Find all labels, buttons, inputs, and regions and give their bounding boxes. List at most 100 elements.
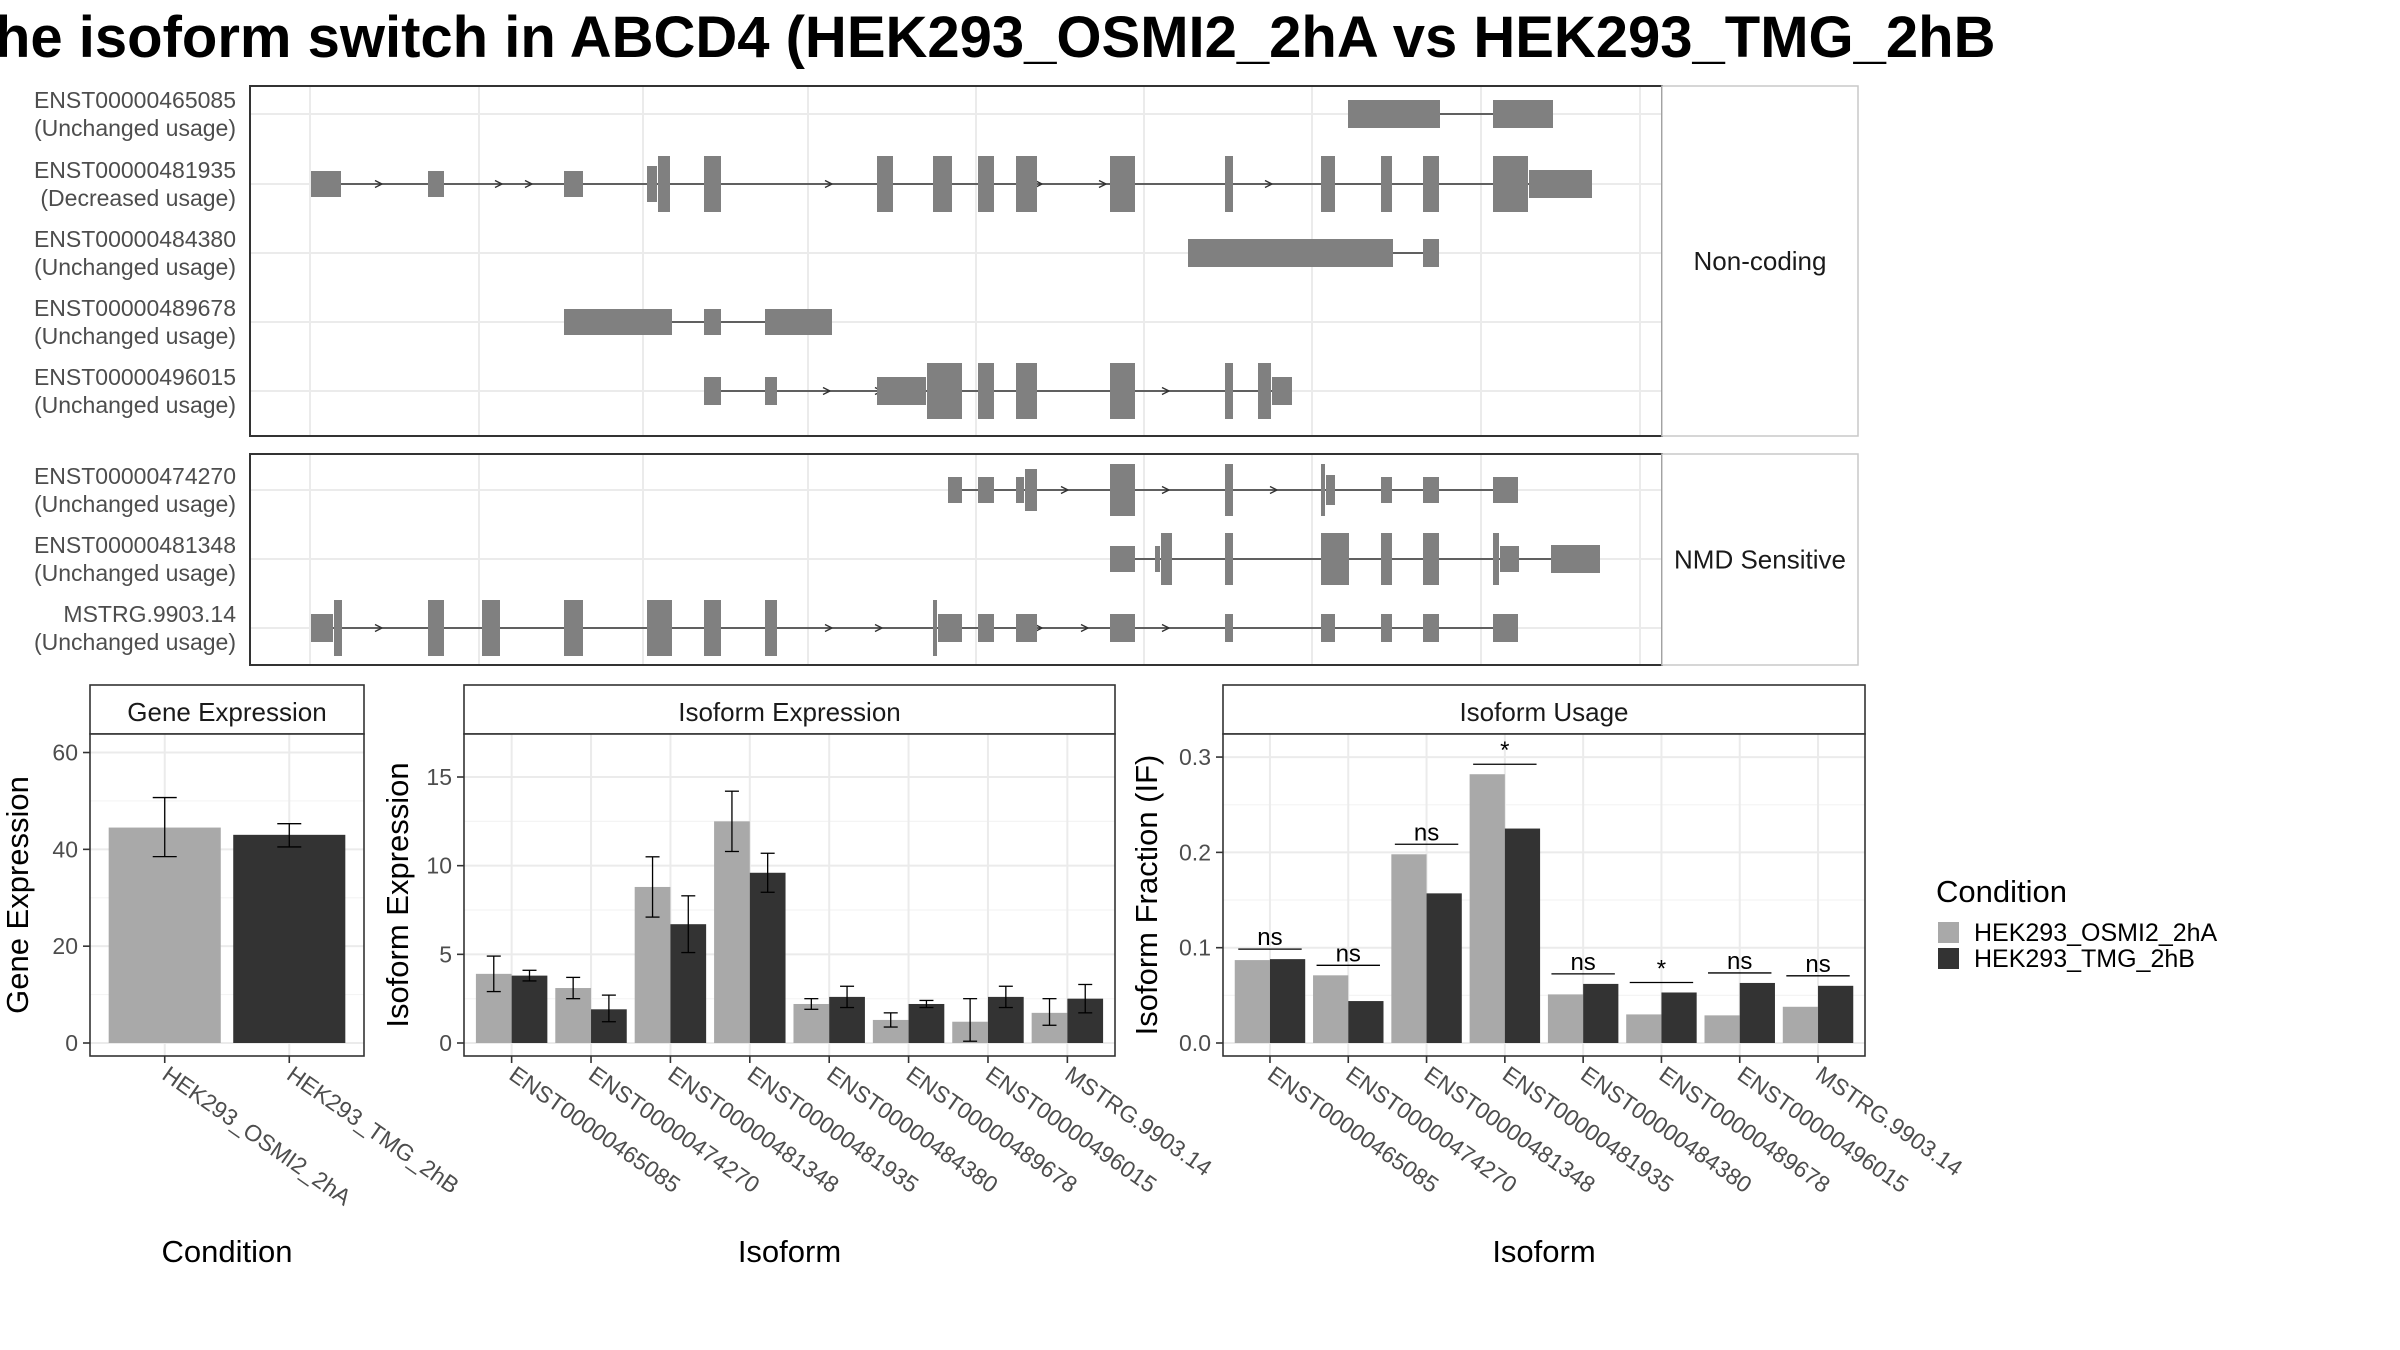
exon-block bbox=[978, 477, 994, 503]
bar bbox=[108, 827, 221, 1043]
exon-block bbox=[704, 600, 721, 656]
chart-panel: Isoform Expression051015ENST00000465085E… bbox=[380, 684, 1217, 1269]
exon-block bbox=[1529, 170, 1592, 198]
x-axis-title: Condition bbox=[162, 1234, 293, 1269]
transcript-status-label: (Unchanged usage) bbox=[34, 560, 236, 586]
transcript-id-label: ENST00000489678 bbox=[34, 295, 236, 321]
bar bbox=[1348, 1001, 1384, 1043]
error-bar bbox=[804, 998, 819, 1010]
exon-block bbox=[877, 156, 893, 212]
strand-arrow bbox=[374, 623, 384, 633]
exon-block bbox=[877, 377, 926, 405]
facet-strip-label: Non-coding bbox=[1694, 246, 1827, 276]
significance-label: ns bbox=[1805, 951, 1830, 978]
error-bar bbox=[601, 994, 616, 1023]
exon-block bbox=[927, 363, 962, 419]
exon-block bbox=[948, 477, 962, 503]
panel-strip-title: Isoform Expression bbox=[678, 697, 901, 727]
strand-arrow bbox=[874, 623, 884, 633]
exon-block bbox=[1258, 363, 1271, 419]
panel-strip bbox=[1222, 684, 1866, 735]
error-bar bbox=[522, 969, 537, 982]
transcript-id-label: ENST00000474270 bbox=[34, 463, 236, 489]
error-bar bbox=[883, 1012, 898, 1028]
legend-swatch bbox=[1938, 922, 1959, 943]
y-tick-label: 60 bbox=[52, 740, 78, 766]
exon-block bbox=[1381, 533, 1392, 585]
exon-block bbox=[482, 600, 500, 656]
exon-block bbox=[1321, 464, 1325, 516]
transcript-model: ENST00000481348(Unchanged usage) bbox=[34, 532, 1600, 586]
panel-strip-title: Isoform Usage bbox=[1459, 697, 1628, 727]
transcript-status-label: (Unchanged usage) bbox=[34, 115, 236, 141]
transcript-model: ENST00000496015(Unchanged usage) bbox=[34, 363, 1292, 419]
exon-block bbox=[1110, 156, 1135, 212]
exon-block bbox=[1423, 614, 1439, 642]
exon-block bbox=[1493, 614, 1518, 642]
exon-block bbox=[1025, 469, 1037, 511]
strand-arrow bbox=[1161, 386, 1171, 396]
panel-strip-title: Gene Expression bbox=[127, 697, 326, 727]
exon-block bbox=[1016, 477, 1024, 503]
y-tick-label: 0.2 bbox=[1179, 839, 1211, 865]
transcript-id-label: ENST00000481348 bbox=[34, 532, 236, 558]
exon-block bbox=[564, 600, 583, 656]
bar bbox=[1269, 959, 1306, 1043]
exon-block bbox=[1016, 363, 1037, 419]
y-tick-label: 0 bbox=[65, 1030, 78, 1056]
y-axis-title: Gene Expression bbox=[0, 776, 35, 1014]
exon-block bbox=[1110, 464, 1135, 516]
bar bbox=[908, 1003, 945, 1043]
strand-arrow bbox=[524, 179, 534, 189]
transcript-id-label: ENST00000481935 bbox=[34, 157, 236, 183]
facet-strip bbox=[1661, 85, 1859, 437]
panel-strip bbox=[89, 684, 365, 735]
significance-label: * bbox=[1500, 737, 1509, 764]
error-bar bbox=[963, 998, 978, 1042]
y-tick-label: 0.1 bbox=[1179, 935, 1211, 961]
bar bbox=[1626, 1014, 1662, 1043]
exon-block bbox=[933, 156, 952, 212]
bar bbox=[1818, 985, 1854, 1043]
exon-block bbox=[1110, 614, 1135, 642]
exon-block bbox=[1493, 533, 1499, 585]
y-tick-label: 15 bbox=[426, 764, 452, 790]
exon-block bbox=[334, 600, 342, 656]
exon-block bbox=[1161, 533, 1172, 585]
significance-label: ns bbox=[1336, 940, 1361, 967]
exon-block bbox=[933, 600, 937, 656]
facet-strip bbox=[1661, 453, 1859, 666]
bar bbox=[1313, 975, 1349, 1043]
transcript-id-label: ENST00000484380 bbox=[34, 226, 236, 252]
transcript-status-label: (Unchanged usage) bbox=[34, 392, 236, 418]
bar bbox=[1391, 854, 1427, 1043]
y-tick-label: 20 bbox=[52, 933, 78, 959]
exon-block bbox=[1381, 614, 1392, 642]
error-bar bbox=[645, 856, 660, 918]
error-bar bbox=[840, 985, 855, 1009]
exon-block bbox=[428, 600, 444, 656]
bar bbox=[1234, 960, 1270, 1043]
transcript-model: ENST00000489678(Unchanged usage) bbox=[34, 295, 832, 349]
exon-block bbox=[1423, 533, 1439, 585]
transcript-id-label: ENST00000496015 bbox=[34, 364, 236, 390]
exon-block bbox=[428, 171, 444, 197]
bar bbox=[233, 834, 346, 1043]
exon-block bbox=[1188, 239, 1393, 267]
legend-swatch bbox=[1938, 948, 1959, 969]
exon-block bbox=[1381, 477, 1392, 503]
y-axis-title: Isoform Expression bbox=[380, 762, 415, 1027]
structure-panel: NMD Sensitive ENST00000474270 (Unchanged u… bbox=[34, 453, 1859, 666]
significance-label: ns bbox=[1727, 948, 1752, 975]
strand-arrow bbox=[1161, 623, 1171, 633]
exon-block bbox=[311, 171, 341, 197]
strand-arrow bbox=[374, 179, 384, 189]
facet-strip-label: NMD Sensitive bbox=[1674, 545, 1846, 575]
exon-block bbox=[1110, 363, 1135, 419]
error-bar bbox=[724, 790, 739, 853]
exon-block bbox=[1423, 239, 1439, 267]
exon-block bbox=[978, 156, 994, 212]
exon-block bbox=[978, 614, 994, 642]
significance-label: * bbox=[1657, 955, 1666, 982]
transcript-status-label: (Unchanged usage) bbox=[34, 254, 236, 280]
